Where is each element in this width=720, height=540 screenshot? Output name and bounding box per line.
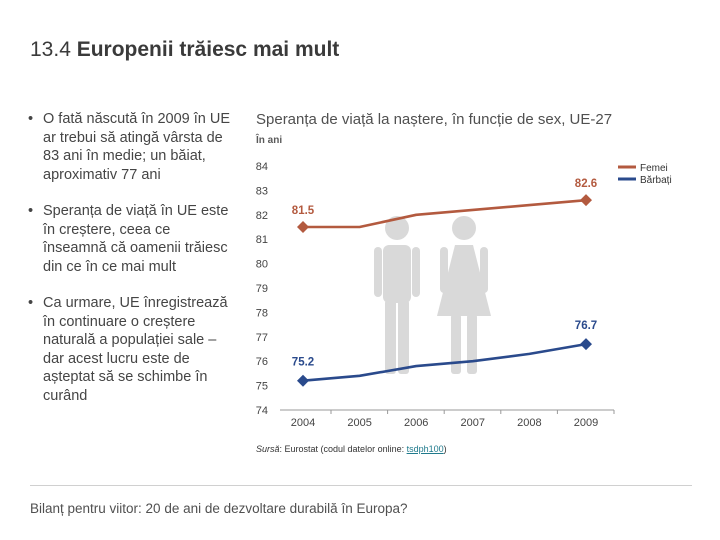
bullet-item: • Ca urmare, UE înregistrează în continu… [28, 294, 238, 405]
series-line-femei [303, 198, 587, 229]
y-tick-label: 82 [256, 210, 268, 222]
data-label-femei: 81.5 [292, 205, 315, 217]
bullet-dot-icon: • [28, 203, 34, 219]
source-text: : Eurostat (codul datelor online: [279, 444, 407, 454]
data-point-femei [297, 221, 309, 233]
bullet-text: Speranța de viață în UE este în creștere… [43, 203, 229, 275]
data-label-barbati: 75.2 [292, 357, 314, 369]
y-tick-label: 80 [256, 259, 268, 271]
x-tick-label: 2009 [574, 417, 598, 429]
chart-title: Speranța de viață la naștere, în funcție… [256, 111, 613, 128]
source-label: Sursă [256, 444, 280, 454]
y-tick-label: 77 [256, 332, 268, 344]
data-point-femei [580, 194, 592, 207]
y-tick-label: 76 [256, 356, 268, 368]
source-code-link[interactable]: tsdph100 [406, 444, 444, 454]
bullet-list: • O fată născută în 2009 în UE ar trebui… [28, 110, 238, 423]
bullet-item: • Speranța de viață în UE este în crește… [28, 202, 238, 276]
footer-text: Bilanț pentru viitor: 20 de ani de dezvo… [30, 501, 408, 516]
data-point-barbati [297, 374, 309, 387]
bullet-dot-icon: • [28, 111, 34, 127]
male-silhouette-icon [374, 216, 420, 374]
data-label-femei: 82.6 [575, 178, 597, 190]
y-tick-label: 78 [256, 307, 268, 319]
y-tick-label: 75 [256, 381, 268, 393]
footer-divider [30, 485, 692, 486]
legend-label-femei: Femei [640, 163, 668, 174]
y-tick-label: 74 [256, 405, 268, 417]
bullet-item: • O fată născută în 2009 în UE ar trebui… [28, 110, 238, 184]
slide-number: 13.4 [30, 38, 71, 61]
chart-source: Sursă: Eurostat (codul datelor online: t… [256, 444, 447, 454]
x-tick-label: 2007 [461, 417, 485, 429]
legend-label-barbati: Bărbați [640, 175, 672, 186]
x-tick-label: 2005 [347, 417, 371, 429]
female-silhouette-icon [437, 216, 491, 374]
x-tick-label: 2008 [517, 417, 541, 429]
slide-title: 13.4 Europenii trăiesc mai mult [30, 38, 339, 62]
x-tick-label: 2004 [291, 417, 315, 429]
chart-axes: 74 75 76 77 78 79 80 81 82 83 84 2004 2005 2006 2007 20… [256, 161, 615, 429]
y-tick-label: 81 [256, 234, 268, 246]
slide-heading: Europenii trăiesc mai mult [76, 38, 340, 61]
bullet-dot-icon: • [28, 295, 34, 311]
y-tick-label: 83 [256, 185, 268, 197]
data-point-barbati [580, 338, 592, 351]
chart-unit-label: În ani [256, 135, 283, 146]
bullet-text: Ca urmare, UE înregistrează în continuar… [43, 295, 228, 404]
y-tick-label: 79 [256, 283, 268, 295]
y-tick-label: 84 [256, 161, 268, 173]
chart-series: 81.5 82.6 75.2 76.7 [292, 178, 597, 387]
bullet-text: O fată născută în 2009 în UE ar trebui s… [43, 111, 231, 183]
source-end: ) [443, 444, 447, 454]
data-label-barbati: 76.7 [575, 320, 597, 332]
x-tick-label: 2006 [404, 417, 428, 429]
series-line-barbati [302, 342, 587, 383]
